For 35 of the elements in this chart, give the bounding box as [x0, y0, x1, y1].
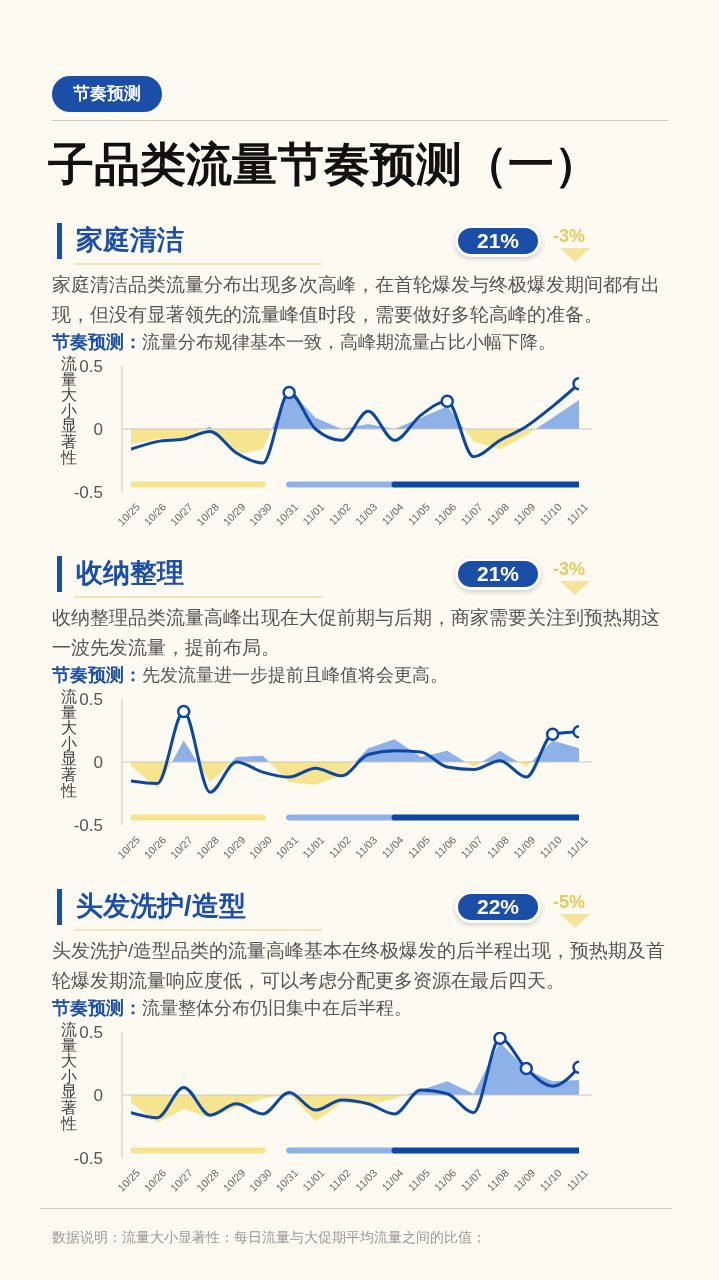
- text: 子品类流量节奏预测（一）: [48, 137, 600, 192]
- chart-title: 收纳整理: [76, 557, 184, 590]
- y-tick-label: 0.5: [79, 357, 103, 377]
- text: 节奏预测：: [52, 998, 142, 1018]
- y-tick-label: -0.5: [73, 1149, 103, 1169]
- text: 21%: [455, 225, 542, 257]
- y-axis-title: 流量大小显著性: [61, 688, 77, 799]
- text: 流量整体分布仍旧集中在后半程。: [142, 998, 412, 1018]
- text: 先发流量进一步提前且峰值将会更高。: [142, 665, 448, 685]
- text: 节奏预测: [52, 76, 162, 112]
- y-tick-label: 0: [93, 753, 103, 773]
- chart-title: 家庭清洁: [76, 224, 184, 257]
- point: [440, 394, 454, 409]
- y-tick-label: 0: [93, 420, 103, 440]
- text: 数据说明：流量大小显著性：每日流量与大促期平均流量之间的比值；: [52, 1228, 486, 1246]
- chart-subtitle: 头发洗护/造型品类的流量高峰基本在终极爆发的后半程出现，预热期及首轮爆发期流量响应度低，可以考虑分配更多资源在最后四天。: [52, 939, 667, 993]
- y-tick-label: -0.5: [73, 483, 103, 503]
- chart-title: 头发洗护/造型: [76, 890, 246, 923]
- text: 节奏预测：: [52, 332, 142, 352]
- text: 节奏预测：: [52, 665, 142, 685]
- chart-subtitle: 家庭清洁品类流量分布出现多次高峰，在首轮爆发与终极爆发期间都有出现，但没有显著领先的流量峰值时段，需要做好多轮高峰的准备。: [52, 273, 661, 327]
- y-tick-label: 0: [93, 1086, 103, 1106]
- text: 21%: [455, 558, 542, 590]
- point: [282, 385, 296, 400]
- y-tick-label: 0.5: [79, 1023, 103, 1043]
- y-tick-label: 0.5: [79, 690, 103, 710]
- text: 流量分布规律基本一致，高峰期流量占比小幅下降。: [142, 332, 556, 352]
- chart-subtitle: 收纳整理品类流量高峰出现在大促前期与后期，商家需要关注到预热期这一波先发流量，提前布局。: [52, 606, 661, 660]
- text: 22%: [455, 891, 542, 923]
- text: -3%: [553, 558, 586, 580]
- y-tick-label: -0.5: [73, 816, 103, 836]
- text: -3%: [553, 225, 586, 247]
- text: -5%: [553, 891, 586, 913]
- y-axis-title: 流量大小显著性: [61, 1021, 77, 1132]
- y-axis-title: 流量大小显著性: [61, 355, 77, 466]
